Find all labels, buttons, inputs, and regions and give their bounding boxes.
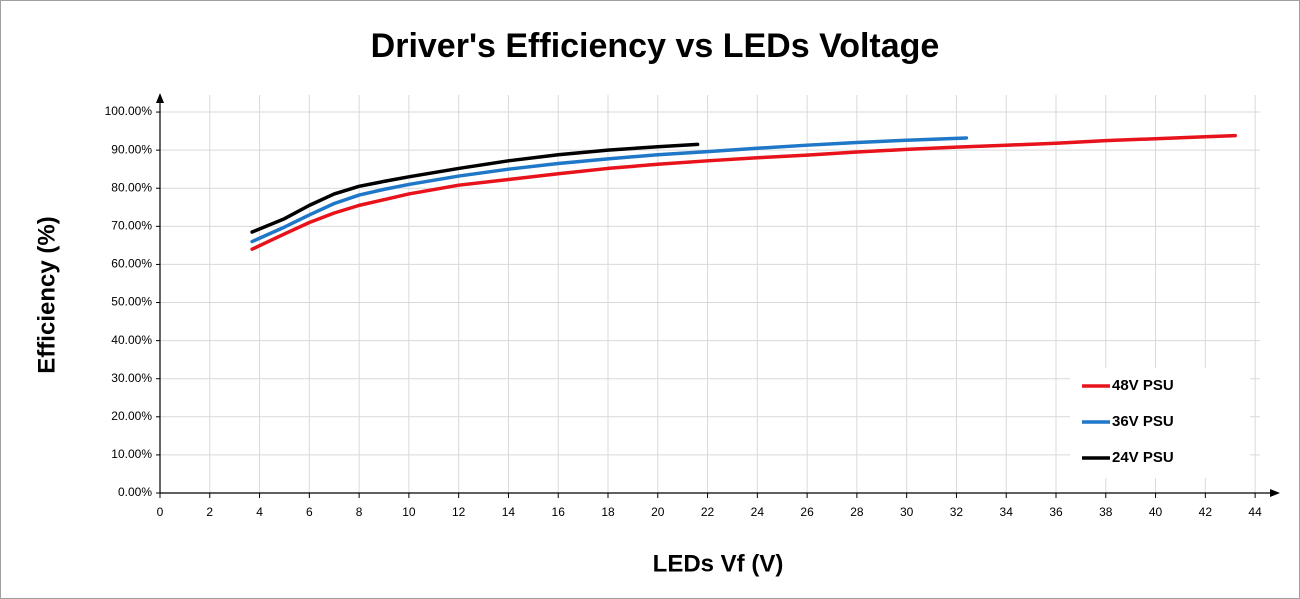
- x-tick-label: 38: [1099, 505, 1113, 519]
- y-tick-label: 100.00%: [105, 104, 153, 118]
- x-tick-label: 8: [356, 505, 363, 519]
- x-tick-label: 6: [306, 505, 313, 519]
- x-tick-label: 16: [552, 505, 566, 519]
- y-tick-label: 60.00%: [111, 257, 152, 271]
- x-tick-label: 34: [1000, 505, 1014, 519]
- legend-label: 48V PSU: [1112, 377, 1174, 394]
- y-tick-label: 90.00%: [111, 142, 152, 156]
- x-tick-label: 2: [206, 505, 213, 519]
- x-tick-label: 40: [1149, 505, 1163, 519]
- x-tick-label: 14: [502, 505, 516, 519]
- x-tick-label: 18: [601, 505, 615, 519]
- x-tick-label: 44: [1248, 505, 1262, 519]
- x-tick-label: 4: [256, 505, 263, 519]
- x-tick-label: 42: [1199, 505, 1213, 519]
- y-tick-label: 70.00%: [111, 219, 152, 233]
- x-tick-label: 24: [751, 505, 765, 519]
- x-tick-label: 26: [800, 505, 814, 519]
- y-tick-label: 50.00%: [111, 295, 152, 309]
- x-tick-label: 22: [701, 505, 715, 519]
- x-tick-label: 12: [452, 505, 466, 519]
- x-tick-label: 30: [900, 505, 914, 519]
- x-axis-arrow: [1270, 489, 1280, 497]
- legend-label: 24V PSU: [1112, 449, 1174, 466]
- line-series: [250, 142, 700, 234]
- y-axis-label: Efficiency (%): [33, 216, 60, 373]
- y-tick-label: 0.00%: [118, 485, 152, 499]
- legend-label: 36V PSU: [1112, 413, 1174, 430]
- y-tick-label: 80.00%: [111, 180, 152, 194]
- x-tick-label: 28: [850, 505, 864, 519]
- y-tick-label: 20.00%: [111, 409, 152, 423]
- y-axis-arrow: [156, 93, 164, 103]
- y-tick-label: 30.00%: [111, 371, 152, 385]
- x-tick-label: 36: [1049, 505, 1063, 519]
- x-tick-label: 20: [651, 505, 665, 519]
- x-tick-label: 32: [950, 505, 964, 519]
- line-series: [250, 136, 969, 244]
- y-tick-label: 10.00%: [111, 447, 152, 461]
- line-series: [250, 133, 1237, 251]
- x-tick-label: 0: [157, 505, 164, 519]
- x-tick-label: 10: [402, 505, 416, 519]
- chart-title: Driver's Efficiency vs LEDs Voltage: [371, 27, 940, 65]
- x-axis-label: LEDs Vf (V): [653, 550, 784, 577]
- y-tick-label: 40.00%: [111, 333, 152, 347]
